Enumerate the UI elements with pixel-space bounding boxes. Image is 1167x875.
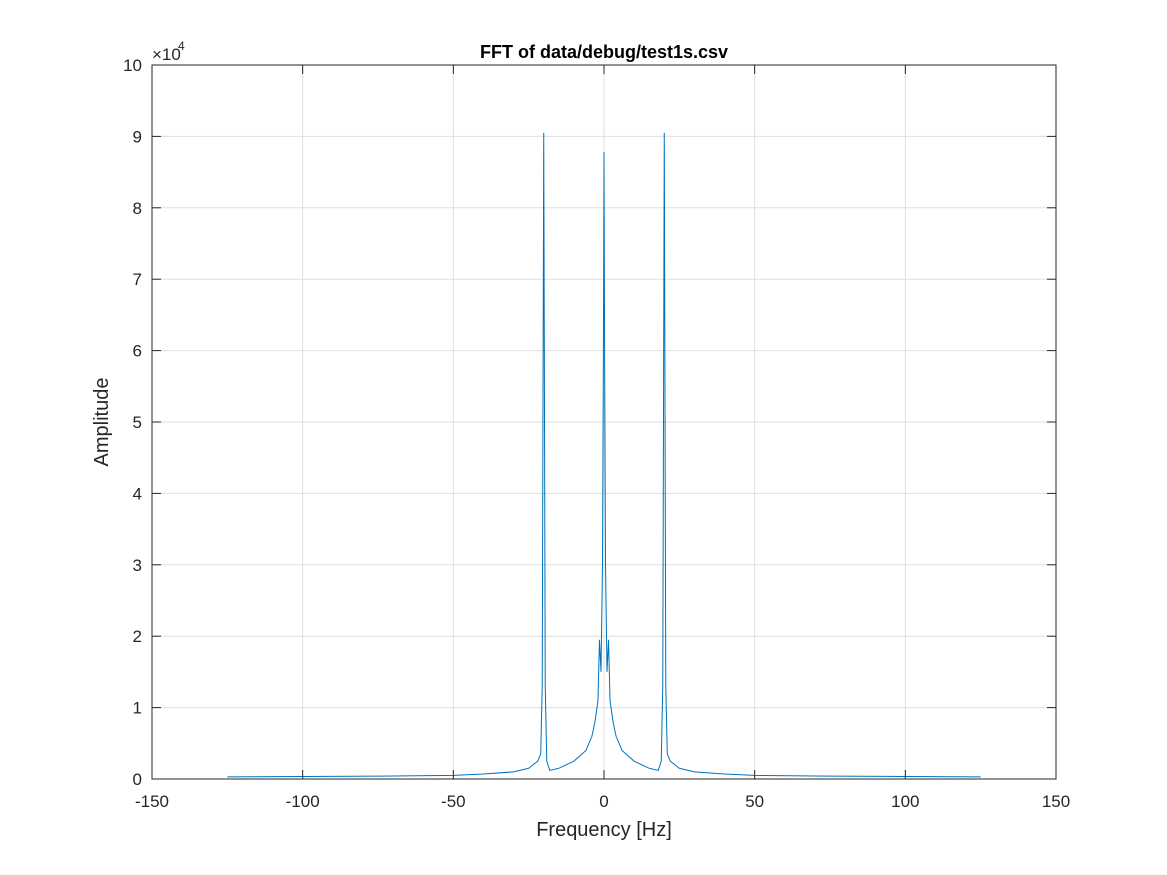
y-tick-label: 0 <box>133 770 142 789</box>
y-tick-label: 1 <box>133 699 142 718</box>
y-axis-label: Amplitude <box>91 378 113 467</box>
x-tick-label: 150 <box>1042 792 1070 811</box>
y-tick-label: 8 <box>133 199 142 218</box>
y-tick-label: 7 <box>133 270 142 289</box>
y-tick-label: 10 <box>123 56 142 75</box>
y-tick-label: 5 <box>133 413 142 432</box>
x-tick-label: -150 <box>135 792 169 811</box>
y-tick-labels: 0 1 2 3 4 5 6 7 8 9 10 <box>123 56 142 789</box>
x-tick-label: -100 <box>286 792 320 811</box>
y-tick-label: 4 <box>133 484 142 503</box>
y-tick-label: 3 <box>133 556 142 575</box>
x-tick-label: -50 <box>441 792 466 811</box>
y-exponent-base: ×10 <box>152 45 181 64</box>
y-exponent-power: 4 <box>178 39 185 53</box>
y-tick-label: 6 <box>133 342 142 361</box>
axis-ticks <box>151 64 1057 780</box>
chart-title: FFT of data/debug/test1s.csv <box>480 42 728 62</box>
x-tick-label: 0 <box>599 792 608 811</box>
x-tick-labels: -150 -100 -50 0 50 100 150 <box>135 792 1070 811</box>
y-tick-label: 9 <box>133 127 142 146</box>
x-axis-label: Frequency [Hz] <box>536 819 672 841</box>
x-tick-label: 100 <box>891 792 919 811</box>
x-tick-label: 50 <box>745 792 764 811</box>
fft-line <box>227 132 981 778</box>
fft-series <box>227 132 981 778</box>
y-tick-label: 2 <box>133 627 142 646</box>
